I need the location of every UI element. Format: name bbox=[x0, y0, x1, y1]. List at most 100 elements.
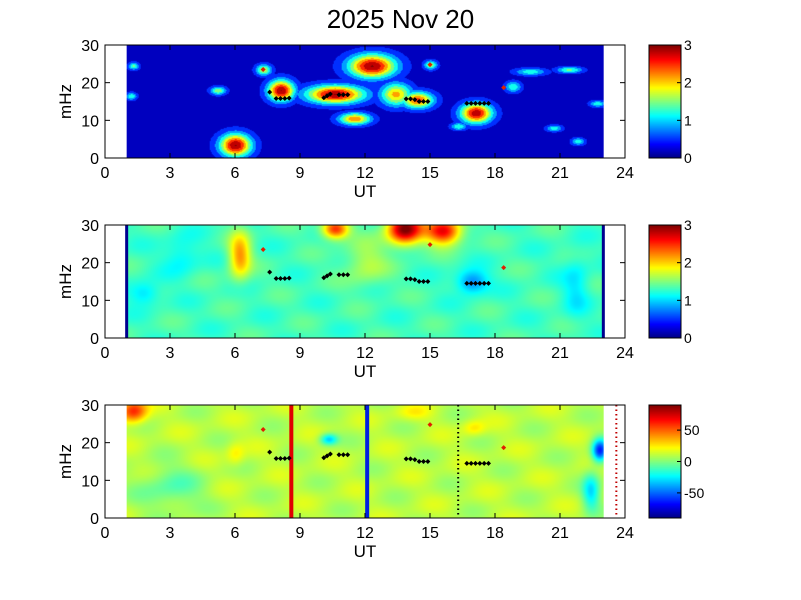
colorbar-tick-label: 0 bbox=[684, 330, 692, 346]
black-marker bbox=[282, 455, 288, 461]
black-marker bbox=[321, 95, 327, 101]
black-marker bbox=[468, 280, 474, 286]
x-tick-label: 3 bbox=[166, 345, 175, 362]
x-tick-label: 24 bbox=[616, 525, 634, 542]
red-marker bbox=[501, 265, 507, 271]
black-marker bbox=[321, 275, 327, 281]
panel-3: 0 3 6 9 12 15 18 21 24 0 10 20 30 UT mHz 50 0 -50 bbox=[56, 398, 704, 561]
black-marker bbox=[278, 455, 283, 461]
black-marker bbox=[425, 99, 431, 104]
black-marker bbox=[278, 95, 283, 101]
x-tick-label: 6 bbox=[231, 165, 240, 182]
black-marker bbox=[486, 460, 491, 466]
black-marker bbox=[477, 280, 483, 286]
y-tick-label: 0 bbox=[90, 151, 99, 168]
red-marker bbox=[501, 445, 507, 451]
x-tick-label: 12 bbox=[356, 165, 374, 182]
black-marker bbox=[345, 92, 351, 98]
x-tick-label: 0 bbox=[101, 525, 110, 542]
black-marker bbox=[324, 93, 330, 99]
black-marker bbox=[336, 272, 342, 278]
black-marker bbox=[273, 455, 279, 461]
black-marker bbox=[473, 460, 478, 466]
heatmap-image bbox=[126, 225, 604, 338]
colorbar: 50 0 -50 bbox=[648, 404, 704, 519]
colorbar-gradient bbox=[649, 225, 681, 338]
colorbar-gradient bbox=[649, 405, 681, 518]
colorbar-tick-label: 1 bbox=[684, 292, 692, 308]
black-marker bbox=[286, 275, 292, 281]
black-marker bbox=[481, 460, 487, 466]
x-tick-label: 12 bbox=[356, 345, 374, 362]
x-axis-label: UT bbox=[354, 362, 377, 381]
x-axis-label: UT bbox=[354, 182, 377, 201]
y-axis-label: mHz bbox=[56, 264, 75, 299]
black-marker bbox=[340, 452, 346, 458]
x-tick-label: 15 bbox=[421, 525, 439, 542]
x-tick-label: 3 bbox=[166, 165, 175, 182]
y-tick-label: 30 bbox=[81, 398, 99, 415]
black-marker bbox=[477, 460, 483, 466]
x-axis-label: UT bbox=[354, 542, 377, 561]
red-marker bbox=[260, 426, 266, 432]
black-marker bbox=[425, 459, 431, 464]
x-tick-label: 24 bbox=[616, 165, 634, 182]
y-tick-label: 30 bbox=[81, 218, 99, 235]
black-marker bbox=[273, 95, 279, 101]
y-tick-label: 0 bbox=[90, 511, 99, 528]
black-marker bbox=[416, 459, 422, 464]
x-tick-label: 3 bbox=[166, 525, 175, 542]
red-marker bbox=[427, 422, 433, 428]
red-marker bbox=[260, 66, 266, 72]
red-marker bbox=[501, 85, 507, 91]
black-marker bbox=[468, 460, 474, 466]
x-tick-label: 9 bbox=[296, 525, 305, 542]
black-marker bbox=[421, 459, 426, 464]
black-marker bbox=[412, 277, 418, 283]
colorbar-tick-label: 1 bbox=[684, 112, 692, 128]
black-marker bbox=[324, 273, 330, 279]
black-marker bbox=[286, 95, 292, 101]
x-tick-label: 0 bbox=[101, 165, 110, 182]
x-tick-label: 18 bbox=[486, 165, 504, 182]
black-marker bbox=[464, 460, 470, 466]
black-marker bbox=[340, 92, 346, 98]
colorbar-tick-label: 2 bbox=[684, 255, 692, 271]
x-tick-label: 21 bbox=[551, 345, 569, 362]
x-tick-label: 6 bbox=[231, 345, 240, 362]
black-marker bbox=[345, 452, 351, 458]
y-tick-label: 0 bbox=[90, 331, 99, 348]
colorbar-box bbox=[648, 224, 682, 339]
x-tick-label: 18 bbox=[486, 345, 504, 362]
red-marker bbox=[427, 62, 433, 68]
black-marker bbox=[327, 91, 333, 97]
black-marker bbox=[336, 452, 342, 458]
black-marker bbox=[286, 455, 292, 461]
black-marker bbox=[473, 280, 478, 286]
black-marker bbox=[486, 280, 491, 286]
black-marker bbox=[412, 97, 418, 103]
black-marker bbox=[408, 456, 413, 462]
black-marker bbox=[273, 275, 279, 281]
x-tick-label: 21 bbox=[551, 165, 569, 182]
x-tick-label: 9 bbox=[296, 345, 305, 362]
black-marker bbox=[267, 449, 273, 455]
black-marker bbox=[324, 453, 330, 459]
black-marker bbox=[408, 276, 413, 282]
colorbar-gradient bbox=[649, 45, 681, 158]
red-marker bbox=[427, 242, 433, 248]
x-tick-label: 0 bbox=[101, 345, 110, 362]
black-marker bbox=[468, 100, 474, 106]
black-marker bbox=[403, 456, 409, 462]
black-marker bbox=[267, 269, 273, 275]
black-marker bbox=[416, 279, 422, 284]
y-axis-label: mHz bbox=[56, 444, 75, 479]
x-tick-label: 15 bbox=[421, 345, 439, 362]
red-marker bbox=[260, 246, 266, 252]
colorbar-tick-label: 3 bbox=[684, 37, 692, 53]
y-axis-label: mHz bbox=[56, 84, 75, 119]
colorbar-tick-label: 2 bbox=[684, 75, 692, 91]
black-marker bbox=[481, 100, 487, 106]
